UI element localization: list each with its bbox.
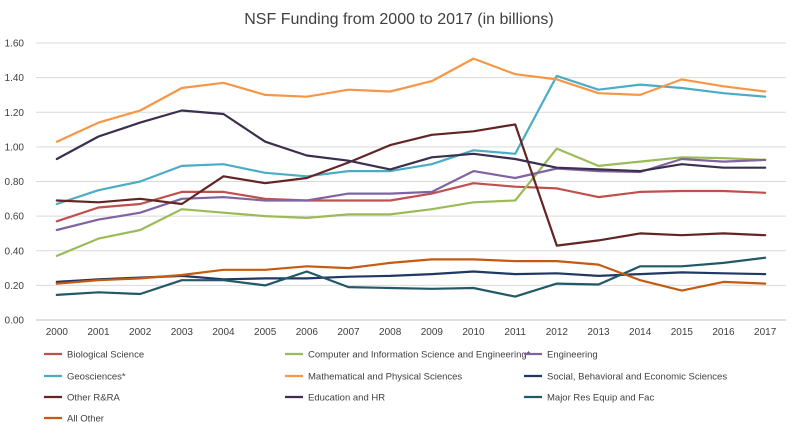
legend-label: Engineering: [547, 350, 598, 361]
legend-item: Social, Behavioral and Economic Sciences: [524, 372, 727, 383]
series-line-geosciences: [55, 74, 767, 206]
gridlines: [36, 42, 786, 286]
y-tick-label: 1.20: [5, 108, 25, 119]
legend: Biological Science Computer and Informati…: [44, 350, 727, 425]
x-tick-label: 2006: [296, 327, 319, 338]
legend-item: Biological Science: [44, 350, 144, 361]
legend-label: Mathematical and Physical Sciences: [308, 372, 462, 383]
legend-item: Engineering: [524, 350, 598, 361]
x-tick-label: 2003: [171, 327, 194, 338]
series-line-biological-science: [55, 182, 767, 223]
series-line-education-and-hr: [55, 109, 767, 173]
x-tick-label: 2017: [754, 327, 777, 338]
x-tick-label: 2009: [421, 327, 444, 338]
legend-label: All Other: [67, 414, 104, 425]
legend-item: Other R&RA: [44, 393, 120, 404]
y-tick-label: 0.00: [5, 316, 25, 327]
legend-label: Computer and Information Science and Eng…: [308, 350, 531, 361]
y-tick-label: 1.00: [5, 142, 25, 153]
y-tick-label: 1.60: [5, 39, 25, 50]
x-tick-label: 2010: [462, 327, 485, 338]
legend-item: Education and HR: [285, 393, 385, 404]
legend-label: Social, Behavioral and Economic Sciences: [547, 372, 727, 383]
x-tick-label: 2015: [671, 327, 694, 338]
x-tick-label: 2005: [254, 327, 277, 338]
x-tick-label: 2013: [587, 327, 610, 338]
legend-item: All Other: [44, 414, 104, 425]
y-tick-label: 0.80: [5, 177, 25, 188]
series-lines: [55, 57, 767, 298]
legend-item: Computer and Information Science and Eng…: [285, 350, 531, 361]
legend-item: Geosciences*: [44, 372, 126, 383]
x-tick-label: 2001: [87, 327, 110, 338]
series-line-major-res-equip-and-fac: [55, 256, 767, 298]
series-line-other-r-ra: [55, 123, 767, 247]
y-tick-label: 0.20: [5, 281, 25, 292]
x-tick-label: 2004: [212, 327, 235, 338]
x-axis: 2000 2001 2002 2003 2004 2005 2006 2007 2008 2009…: [36, 319, 786, 338]
legend-item: Major Res Equip and Fac: [524, 393, 654, 404]
legend-label: Education and HR: [308, 393, 385, 404]
legend-item: Mathematical and Physical Sciences: [285, 372, 462, 383]
series-line-mathematical-and-physical-sciences: [55, 57, 767, 143]
legend-label: Other R&RA: [67, 393, 120, 404]
x-tick-label: 2016: [712, 327, 735, 338]
chart-title: NSF Funding from 2000 to 2017 (in billio…: [244, 11, 554, 28]
y-axis: 0.00 0.20 0.40 0.60 0.80 1.00 1.20 1.40 1.60: [5, 39, 25, 327]
x-tick-label: 2008: [379, 327, 402, 338]
y-tick-label: 0.60: [5, 212, 25, 223]
series-line-all-other: [55, 258, 767, 292]
x-tick-label: 2002: [129, 327, 152, 338]
x-tick-label: 2007: [337, 327, 360, 338]
y-tick-label: 1.40: [5, 73, 25, 84]
legend-label: Biological Science: [67, 350, 144, 361]
x-tick-label: 2011: [504, 327, 526, 338]
legend-label: Major Res Equip and Fac: [547, 393, 654, 404]
x-tick-label: 2012: [546, 327, 569, 338]
legend-label: Geosciences*: [67, 372, 126, 383]
x-tick-label: 2000: [46, 327, 69, 338]
y-tick-label: 0.40: [5, 246, 25, 257]
x-tick-label: 2014: [629, 327, 652, 338]
series-line-computer-and-information-science-and-engineering: [55, 147, 767, 257]
